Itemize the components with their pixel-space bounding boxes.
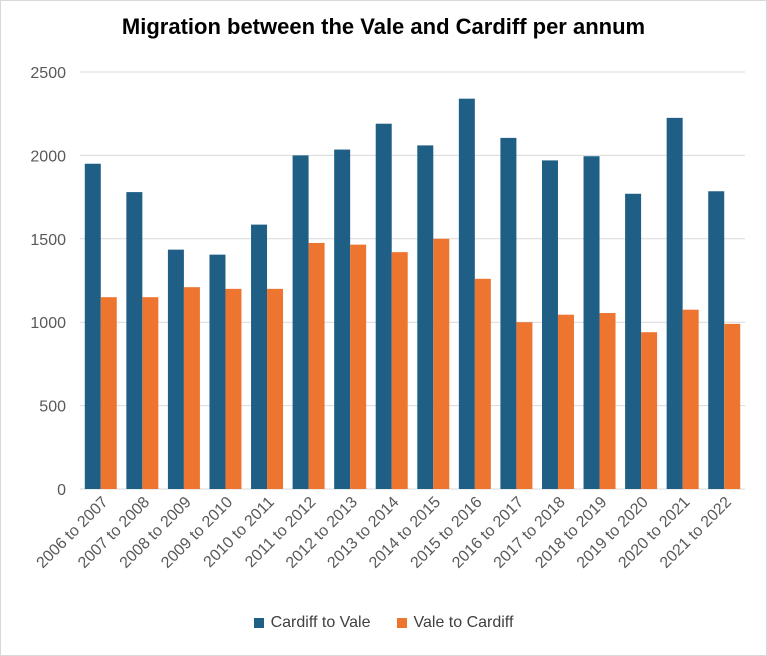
bar-cardiff-to-vale-1 [126,192,143,489]
y-tick-label: 2000 [30,148,66,165]
bar-cardiff-to-vale-4 [251,224,268,489]
bar-vale-to-cardiff-5 [308,242,325,489]
bar-vale-to-cardiff-8 [433,238,450,489]
y-tick-label: 1500 [30,232,66,249]
bar-cardiff-to-vale-13 [625,193,642,489]
bar-vale-to-cardiff-9 [474,278,491,489]
bar-cardiff-to-vale-3 [209,254,226,489]
bar-vale-to-cardiff-6 [350,244,367,489]
bar-cardiff-to-vale-9 [458,98,475,490]
bar-vale-to-cardiff-11 [557,314,574,489]
bar-cardiff-to-vale-5 [292,155,309,489]
legend-label-cardiff-to-vale: Cardiff to Vale [270,614,371,631]
legend-label-vale-to-cardiff: Vale to Cardiff [413,614,514,631]
x-tick-label: 2006 to 2007 [34,494,112,572]
y-axis-ticks: 0 500 1000 1500 2000 2500 [30,65,66,499]
y-tick-label: 0 [57,482,66,499]
bar-vale-to-cardiff-15 [724,323,741,489]
y-tick-label: 1000 [30,315,66,332]
bar-cardiff-to-vale-10 [500,137,517,490]
bar-cardiff-to-vale-6 [334,149,351,489]
legend-item-vale-to-cardiff: Vale to Cardiff [396,614,514,632]
bar-cardiff-to-vale-15 [708,191,725,489]
legend-swatch-cardiff-to-vale [253,618,264,628]
bar-vale-to-cardiff-13 [641,332,658,489]
legend-item-cardiff-to-vale: Cardiff to Vale [253,614,371,632]
y-tick-label: 2500 [30,65,66,82]
bar-cardiff-to-vale-0 [84,163,101,490]
y-tick-label: 500 [39,399,66,416]
bar-vale-to-cardiff-10 [516,322,533,489]
bar-cardiff-to-vale-2 [167,249,184,489]
bar-vale-to-cardiff-1 [142,297,159,489]
bar-cardiff-to-vale-11 [541,160,558,490]
bar-vale-to-cardiff-2 [183,287,200,489]
bar-vale-to-cardiff-0 [100,297,117,489]
bar-vale-to-cardiff-12 [599,313,616,489]
bar-cardiff-to-vale-14 [666,117,683,490]
bar-cardiff-to-vale-12 [583,156,600,489]
chart-title: Migration between the Vale and Cardiff p… [121,14,646,39]
bar-cardiff-to-vale-8 [417,145,434,489]
bar-vale-to-cardiff-4 [267,288,284,489]
bar-vale-to-cardiff-14 [682,309,699,489]
legend-swatch-vale-to-cardiff [396,618,407,628]
legend: Cardiff to Vale Vale to Cardiff [0,614,767,632]
bar-vale-to-cardiff-3 [225,288,242,489]
bar-cardiff-to-vale-7 [375,123,392,489]
bars [84,98,741,490]
bar-vale-to-cardiff-7 [391,252,408,489]
